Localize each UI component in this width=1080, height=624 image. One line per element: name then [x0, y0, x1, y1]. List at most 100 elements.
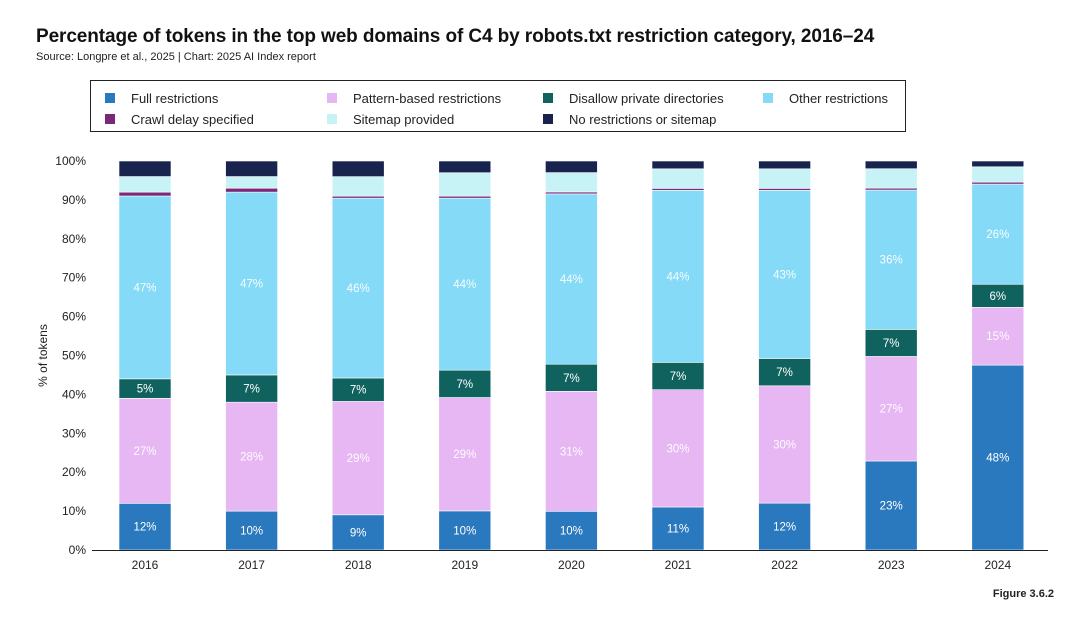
data-label-pattern-based-restrictions-2024: 15%	[986, 331, 1009, 343]
legend-swatch-disallow-private-directories	[543, 93, 553, 103]
bar-segment-pattern-based-restrictions-2023	[864, 356, 918, 462]
bar-segment-no-restrictions-or-sitemap-2017	[225, 160, 278, 177]
data-label-pattern-based-restrictions-2018: 29%	[347, 453, 370, 465]
bar-segment-other-restrictions-2019	[438, 197, 492, 371]
data-label-pattern-based-restrictions-2019: 29%	[453, 449, 476, 461]
bar-segment-sitemap-provided-2016	[118, 176, 172, 193]
data-label-full-restrictions-2018: 9%	[350, 527, 367, 539]
legend-item-sitemap-provided: Sitemap provided	[327, 111, 454, 127]
legend-swatch-full-restrictions	[105, 93, 115, 103]
legend-label-sitemap-provided: Sitemap provided	[353, 111, 455, 127]
data-label-disallow-private-directories-2024: 6%	[989, 291, 1006, 303]
x-tick-label: 2023	[878, 558, 905, 572]
legend-item-other-restrictions: Other restrictions	[763, 90, 888, 106]
bar-segment-disallow-private-directories-2019	[438, 369, 492, 398]
bar-segment-pattern-based-restrictions-2020	[545, 391, 598, 512]
data-label-other-restrictions-2018: 46%	[347, 283, 370, 295]
bar-segment-other-restrictions-2017	[225, 191, 278, 376]
bar-segment-full-restrictions-2022	[758, 502, 811, 551]
data-label-full-restrictions-2017: 10%	[240, 526, 263, 538]
legend-label-pattern-based-restrictions: Pattern-based restrictions	[353, 90, 502, 106]
data-label-disallow-private-directories-2023: 7%	[883, 338, 900, 350]
data-label-full-restrictions-2021: 11%	[667, 523, 689, 535]
x-tick-label: 2019	[451, 558, 478, 572]
data-label-disallow-private-directories-2016: 5%	[137, 384, 154, 396]
bar-segment-other-restrictions-2020	[545, 193, 598, 365]
bar-segment-sitemap-provided-2021	[651, 168, 705, 189]
bar-segment-disallow-private-directories-2020	[545, 363, 598, 392]
x-tick-label: 2017	[238, 558, 265, 572]
y-tick-label: 60%	[62, 310, 86, 324]
data-label-other-restrictions-2017: 47%	[240, 279, 263, 291]
data-label-full-restrictions-2022: 12%	[773, 522, 796, 534]
bar-segment-pattern-based-restrictions-2019	[438, 397, 492, 512]
legend-item-pattern-based-restrictions: Pattern-based restrictions	[327, 90, 501, 106]
bar-segment-no-restrictions-or-sitemap-2016	[118, 160, 172, 177]
bar-segment-other-restrictions-2021	[651, 190, 705, 363]
data-label-full-restrictions-2024: 48%	[986, 453, 1009, 465]
bar-segment-crawl-delay-specified-2017	[225, 187, 278, 193]
bar-segment-pattern-based-restrictions-2021	[651, 389, 705, 508]
bar-segment-pattern-based-restrictions-2024	[971, 307, 1025, 366]
chart-source: Source: Longpre et al., 2025 | Chart: 20…	[36, 51, 316, 63]
bar-segment-crawl-delay-specified-2016	[118, 191, 172, 197]
y-tick-label: 30%	[62, 426, 86, 440]
bar-segment-other-restrictions-2016	[118, 195, 172, 380]
figure-label: Figure 3.6.2	[992, 588, 1054, 600]
bar-segment-pattern-based-restrictions-2022	[758, 385, 811, 504]
y-tick-label: 20%	[62, 465, 86, 479]
bar-segment-pattern-based-restrictions-2017	[225, 401, 278, 512]
x-tick-label: 2024	[984, 558, 1011, 572]
data-label-disallow-private-directories-2017: 7%	[243, 384, 260, 396]
bar-segment-full-restrictions-2019	[438, 510, 492, 551]
y-tick-label: 10%	[62, 504, 86, 518]
data-label-other-restrictions-2016: 47%	[133, 282, 156, 294]
data-label-other-restrictions-2020: 44%	[560, 274, 583, 286]
y-tick-label: 100%	[55, 154, 86, 168]
bar-segment-sitemap-provided-2023	[864, 168, 918, 189]
bar-segment-full-restrictions-2023	[864, 460, 918, 551]
bar-segment-other-restrictions-2023	[864, 189, 918, 330]
data-label-pattern-based-restrictions-2023: 27%	[880, 404, 903, 416]
legend-item-full-restrictions: Full restrictions	[105, 90, 218, 106]
legend-item-disallow-private-directories: Disallow private directories	[543, 90, 724, 106]
bar-segment-other-restrictions-2024	[971, 183, 1025, 285]
data-label-full-restrictions-2019: 10%	[453, 525, 476, 537]
data-label-other-restrictions-2024: 26%	[986, 229, 1009, 241]
legend: Full restrictions Pattern-based restricti…	[90, 80, 906, 132]
bar-segment-no-restrictions-or-sitemap-2022	[758, 160, 811, 170]
bar-segment-no-restrictions-or-sitemap-2023	[864, 160, 918, 170]
data-label-disallow-private-directories-2019: 7%	[456, 379, 473, 391]
x-tick-label: 2016	[132, 558, 159, 572]
legend-swatch-no-restrictions-or-sitemap	[543, 114, 553, 124]
bar-segment-full-restrictions-2024	[971, 364, 1025, 551]
data-label-other-restrictions-2023: 36%	[880, 255, 903, 267]
legend-swatch-sitemap-provided	[327, 114, 337, 124]
data-label-disallow-private-directories-2022: 7%	[776, 367, 793, 379]
bar-segment-sitemap-provided-2017	[225, 176, 278, 189]
x-tick-label: 2018	[345, 558, 372, 572]
bar-segment-full-restrictions-2020	[545, 510, 598, 551]
y-tick-label: 70%	[62, 271, 86, 285]
bar-segment-disallow-private-directories-2021	[651, 362, 705, 391]
y-axis-label: % of tokens	[36, 324, 50, 387]
legend-label-full-restrictions: Full restrictions	[131, 90, 219, 106]
y-tick-label: 0%	[69, 543, 87, 557]
data-label-pattern-based-restrictions-2022: 30%	[773, 439, 796, 451]
bar-segment-sitemap-provided-2018	[331, 176, 385, 197]
y-tick-label: 50%	[62, 349, 86, 363]
legend-label-crawl-delay-specified: Crawl delay specified	[131, 111, 254, 127]
legend-swatch-crawl-delay-specified	[105, 114, 115, 124]
data-label-full-restrictions-2023: 23%	[880, 500, 903, 512]
data-label-pattern-based-restrictions-2021: 30%	[666, 443, 689, 455]
data-label-pattern-based-restrictions-2017: 28%	[240, 452, 263, 464]
bar-segment-sitemap-provided-2022	[758, 168, 811, 189]
legend-label-disallow-private-directories: Disallow private directories	[569, 90, 724, 106]
bar-segment-no-restrictions-or-sitemap-2024	[971, 160, 1025, 168]
data-label-disallow-private-directories-2021: 7%	[670, 371, 687, 383]
bar-segment-disallow-private-directories-2017	[225, 374, 278, 403]
bar-segment-sitemap-provided-2019	[438, 172, 492, 197]
bar-segment-pattern-based-restrictions-2016	[118, 397, 172, 504]
data-label-pattern-based-restrictions-2020: 31%	[560, 446, 583, 458]
